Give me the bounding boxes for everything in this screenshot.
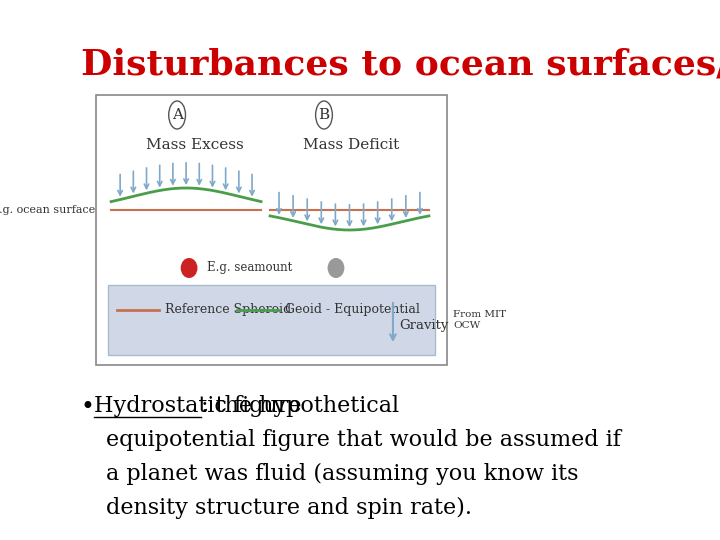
Ellipse shape bbox=[181, 258, 197, 278]
Text: Reference Spheroid: Reference Spheroid bbox=[165, 303, 292, 316]
Bar bbox=[96, 95, 447, 365]
Circle shape bbox=[168, 101, 186, 129]
Circle shape bbox=[315, 101, 333, 129]
Text: Mass Excess: Mass Excess bbox=[146, 138, 244, 152]
Text: a planet was fluid (assuming you know its: a planet was fluid (assuming you know it… bbox=[107, 463, 579, 485]
Text: Hydrostatic figure: Hydrostatic figure bbox=[94, 395, 302, 417]
Text: •: • bbox=[81, 395, 110, 419]
Text: E.g. seamount: E.g. seamount bbox=[207, 261, 292, 274]
Text: Mass Deficit: Mass Deficit bbox=[303, 138, 399, 152]
Text: equipotential figure that would be assumed if: equipotential figure that would be assum… bbox=[107, 429, 621, 451]
Text: E.g. ocean surface: E.g. ocean surface bbox=[0, 205, 95, 215]
Text: Gravity: Gravity bbox=[399, 319, 449, 332]
Text: Geoid - Equipotential: Geoid - Equipotential bbox=[285, 303, 420, 316]
Text: B: B bbox=[318, 108, 330, 122]
Text: From MIT
OCW: From MIT OCW bbox=[453, 310, 506, 330]
Text: density structure and spin rate).: density structure and spin rate). bbox=[107, 497, 472, 519]
Bar bbox=[108, 285, 435, 355]
Ellipse shape bbox=[328, 258, 344, 278]
Text: A: A bbox=[171, 108, 183, 122]
Text: : the hypothetical: : the hypothetical bbox=[201, 395, 399, 417]
Text: Disturbances to ocean surfaces/geoid: Disturbances to ocean surfaces/geoid bbox=[81, 48, 720, 83]
